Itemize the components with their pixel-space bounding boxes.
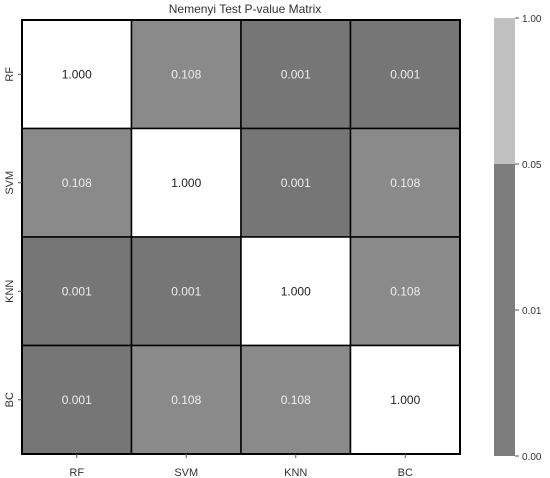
heatmap-cell-knn-rf: [21, 236, 133, 347]
cell-value-label: 0.108: [171, 67, 201, 81]
heatmap-cell-svm-svm: [130, 127, 242, 238]
y-tick-label-knn: KNN: [4, 280, 16, 303]
cell-value-label: 0.108: [171, 393, 201, 407]
cell-value-label: 0.001: [281, 67, 311, 81]
cell-value-label: 0.108: [62, 176, 92, 190]
heatmap-cell-svm-bc: [349, 127, 461, 238]
cell-value-label: 0.001: [62, 284, 92, 298]
cell-value-label: 1.000: [62, 67, 92, 81]
colorbar-tick-label: 1.00: [522, 14, 542, 25]
cell-value-label: 0.001: [171, 284, 201, 298]
heatmap-cell-bc-rf: [21, 344, 133, 455]
cell-value-label: 0.001: [390, 67, 420, 81]
heatmap-cell-svm-rf: [21, 127, 133, 238]
cell-value-label: 1.000: [390, 393, 420, 407]
colorbar-band-1: [494, 18, 515, 164]
colorbar-tick-label: 0.05: [522, 160, 542, 171]
x-tick-label-bc: BC: [398, 467, 413, 478]
heatmap-border: [21, 19, 461, 455]
cell-value-label: 0.108: [390, 176, 420, 190]
cell-value-label: 0.108: [281, 393, 311, 407]
heatmap-cell-bc-svm: [130, 344, 242, 455]
y-tick-label-bc: BC: [4, 392, 16, 407]
cell-value-label: 1.000: [281, 284, 311, 298]
heatmap-cell-knn-bc: [349, 236, 461, 347]
chart-title: Nemenyi Test P-value Matrix: [168, 2, 322, 16]
cell-value-label: 0.001: [62, 393, 92, 407]
heatmap-cell-bc-knn: [240, 344, 352, 455]
colorbar-band-0: [494, 164, 515, 456]
x-tick-label-knn: KNN: [284, 467, 307, 478]
y-tick-label-rf: RF: [4, 67, 16, 82]
y-tick-label-svm: SVM: [4, 171, 16, 195]
cell-value-label: 0.108: [390, 284, 420, 298]
heatmap-cell-svm-knn: [240, 127, 352, 238]
cell-value-label: 1.000: [171, 176, 201, 190]
x-tick-label-svm: SVM: [174, 467, 198, 478]
colorbar-tick-label: 0.01: [522, 306, 542, 317]
colorbar-tick-label: 0.00: [522, 452, 542, 463]
cell-value-label: 0.001: [281, 176, 311, 190]
x-tick-label-rf: RF: [69, 467, 84, 478]
heatmap-cell-knn-knn: [240, 236, 352, 347]
